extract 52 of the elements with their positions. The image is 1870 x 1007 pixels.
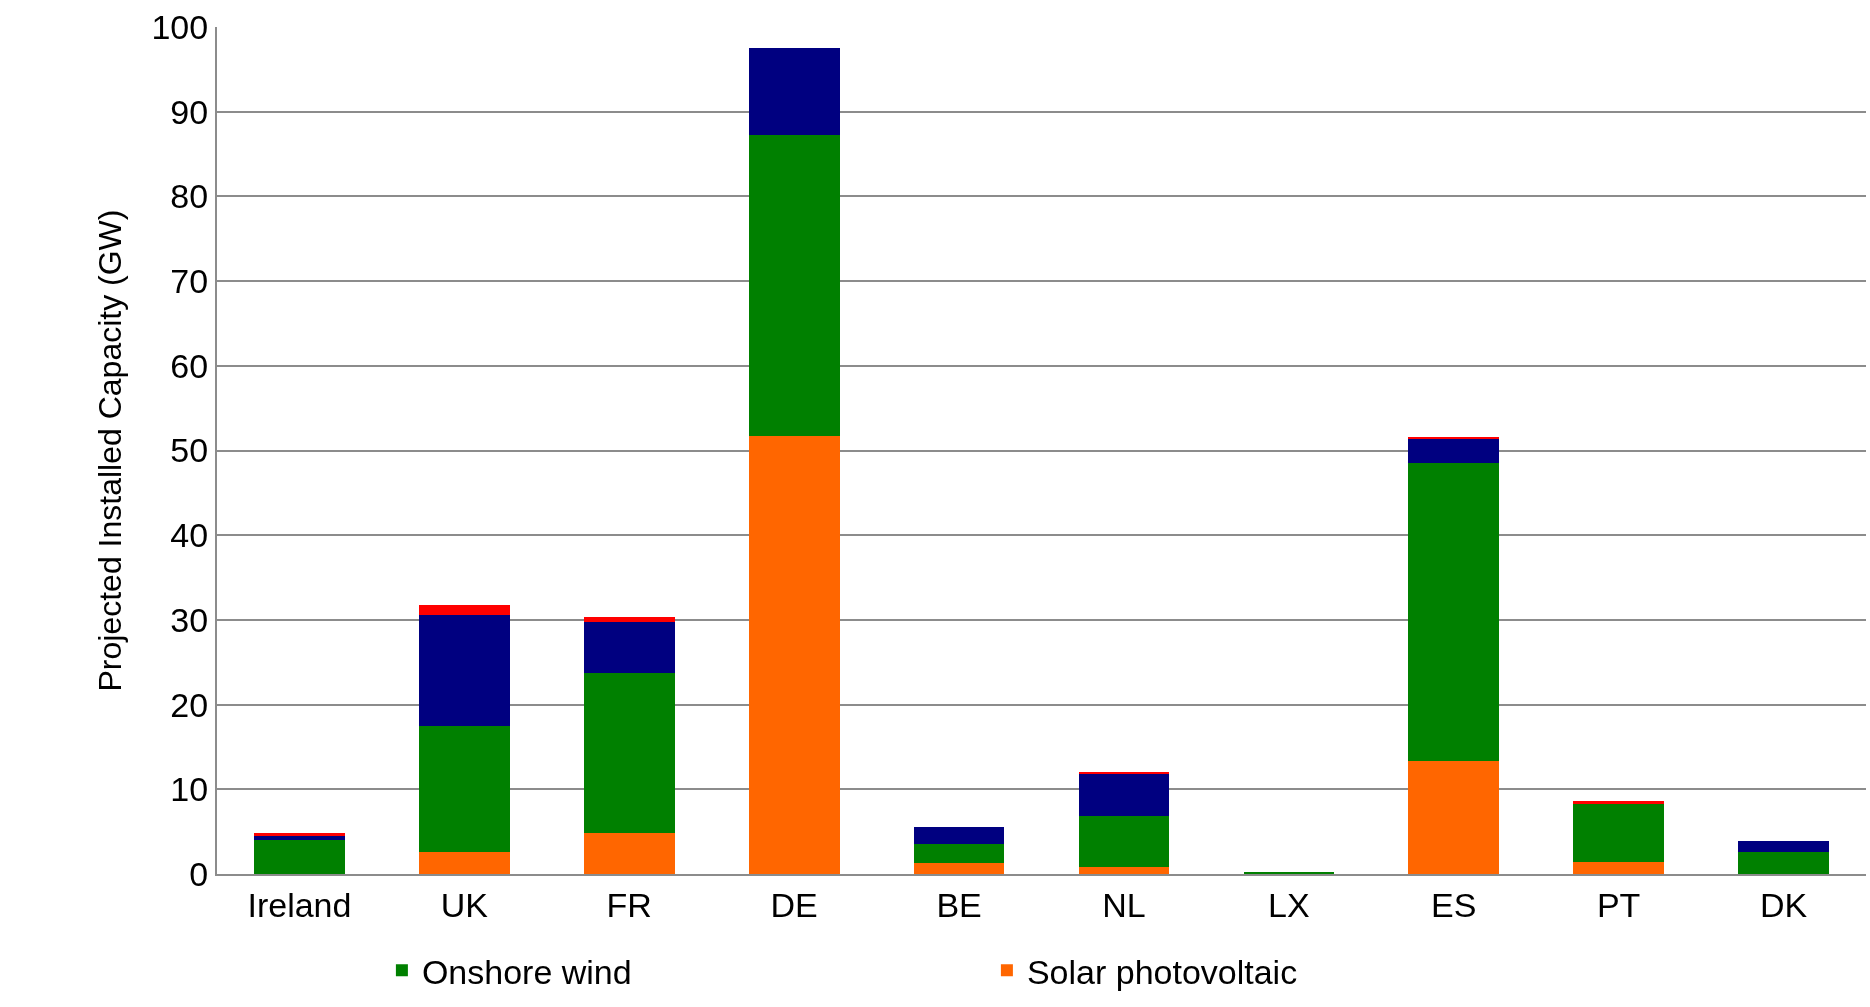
- bar: [419, 604, 510, 615]
- bar: [1408, 760, 1500, 874]
- y-tick-label: 10: [170, 770, 209, 809]
- bar: [1408, 436, 1500, 439]
- bar: [1573, 803, 1664, 863]
- x-tick-label: NL: [1102, 885, 1146, 924]
- bar: [913, 843, 1005, 863]
- bar: [583, 621, 675, 674]
- bar: [1738, 851, 1829, 874]
- bar: [1078, 867, 1170, 874]
- bar: [419, 725, 510, 852]
- y-tick-label: 80: [170, 177, 209, 216]
- bar: [748, 48, 840, 135]
- x-tick-label: BE: [936, 885, 982, 924]
- y-tick-label: 70: [170, 262, 209, 300]
- bar: [419, 614, 510, 726]
- legend-label: Onshore wind: [421, 952, 632, 991]
- y-tick-label: 90: [170, 92, 209, 131]
- y-tick-label: 60: [170, 346, 209, 385]
- bar: [913, 827, 1005, 844]
- bar: [1573, 801, 1664, 804]
- bar: [254, 833, 345, 836]
- y-tick-label: 100: [151, 7, 209, 46]
- bar: [583, 617, 675, 622]
- x-tick-label: ES: [1431, 885, 1477, 924]
- bar: [1573, 862, 1664, 874]
- bar: [913, 862, 1005, 874]
- x-tick-label: UK: [440, 885, 489, 924]
- bar: [1738, 840, 1829, 852]
- x-tick-label: DK: [1759, 885, 1808, 924]
- bar: [254, 840, 345, 874]
- y-tick-label: 50: [170, 431, 209, 470]
- y-axis-title: Projected Installed Capacity (GW): [92, 209, 129, 692]
- bar: [419, 851, 510, 874]
- x-tick-label: LX: [1268, 885, 1310, 924]
- bar: [748, 436, 840, 874]
- x-tick-label: PT: [1596, 885, 1641, 924]
- x-tick-label: Ireland: [247, 885, 352, 924]
- x-tick-label: DE: [770, 885, 818, 924]
- y-tick-label: 40: [170, 516, 209, 555]
- bar: [1408, 438, 1500, 464]
- bar: [1078, 774, 1170, 817]
- y-tick-label: 20: [170, 685, 209, 724]
- bar: [1078, 816, 1170, 868]
- bar: [1408, 463, 1500, 761]
- y-tick-label: 0: [189, 854, 209, 893]
- x-tick-label: FR: [606, 885, 652, 924]
- y-tick-label: 30: [170, 600, 209, 639]
- bar: [583, 673, 675, 833]
- bar: [748, 134, 840, 437]
- legend-label: Solar photovoltaic: [1026, 952, 1298, 991]
- bar: [583, 832, 675, 874]
